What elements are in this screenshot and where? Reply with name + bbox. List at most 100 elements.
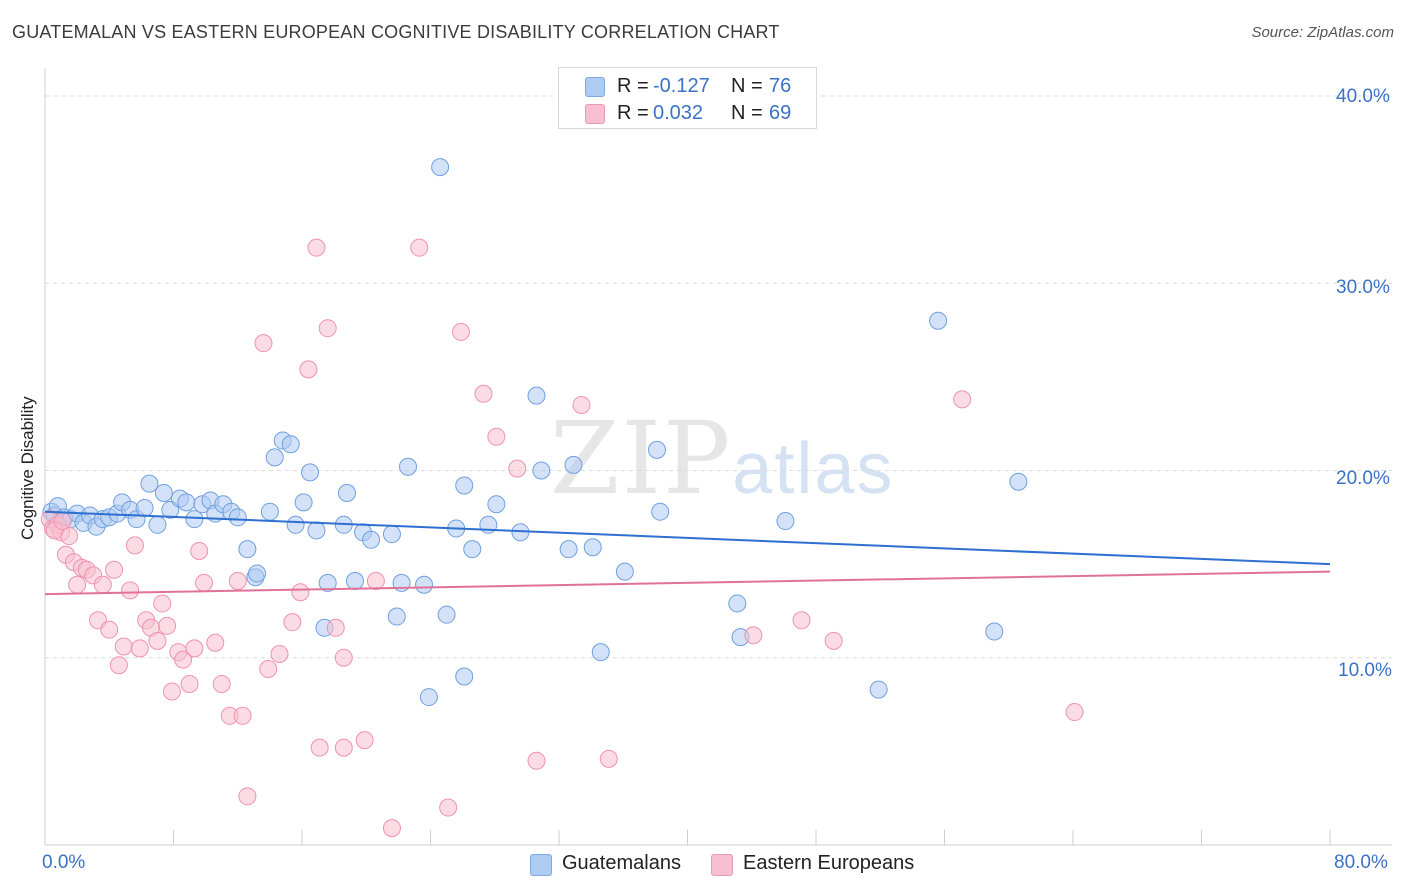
point-eastern-europeans <box>100 620 119 639</box>
legend-swatch-pink <box>585 104 605 124</box>
point-guatemalans <box>559 540 578 559</box>
point-eastern-europeans <box>291 583 310 602</box>
point-guatemalans <box>140 474 159 493</box>
point-guatemalans <box>1009 472 1028 491</box>
point-guatemalans <box>228 508 247 527</box>
point-guatemalans <box>362 530 381 549</box>
point-guatemalans <box>455 667 474 686</box>
point-eastern-europeans <box>310 738 329 757</box>
point-eastern-europeans <box>355 731 374 750</box>
point-guatemalans <box>382 525 401 544</box>
axes <box>44 68 1392 846</box>
point-eastern-europeans <box>334 738 353 757</box>
point-eastern-europeans <box>474 384 493 403</box>
point-eastern-europeans <box>153 594 172 613</box>
point-guatemalans <box>148 515 167 534</box>
point-eastern-europeans <box>953 390 972 409</box>
point-eastern-europeans <box>109 656 128 675</box>
chart-title: GUATEMALAN VS EASTERN EUROPEAN COGNITIVE… <box>12 22 780 42</box>
point-guatemalans <box>301 463 320 482</box>
point-eastern-europeans <box>508 459 527 478</box>
point-guatemalans <box>527 386 546 405</box>
point-guatemalans <box>869 680 888 699</box>
legend-label: Eastern Europeans <box>743 852 915 874</box>
point-eastern-europeans <box>114 637 133 656</box>
point-eastern-europeans <box>238 787 257 806</box>
point-guatemalans <box>776 512 795 531</box>
point-eastern-europeans <box>1065 703 1084 722</box>
point-eastern-europeans <box>254 334 273 353</box>
y-axis-title: Cognitive Disability <box>18 396 37 540</box>
point-guatemalans <box>177 493 196 512</box>
point-eastern-europeans <box>93 575 112 594</box>
point-guatemalans <box>487 495 506 514</box>
point-eastern-europeans <box>299 360 318 379</box>
point-guatemalans <box>318 573 337 592</box>
legend-r-value: 0.032 <box>653 102 704 124</box>
trend-line-eastern-europeans <box>44 570 1331 596</box>
point-eastern-europeans <box>270 645 289 664</box>
point-guatemalans <box>238 540 257 559</box>
point-guatemalans <box>185 510 204 529</box>
point-guatemalans <box>415 575 434 594</box>
point-guatemalans <box>583 538 602 557</box>
point-guatemalans <box>286 515 305 534</box>
point-eastern-europeans <box>180 674 199 693</box>
point-guatemalans <box>463 540 482 559</box>
point-eastern-europeans <box>307 238 326 257</box>
legend-r-label: R = <box>617 102 649 124</box>
point-guatemalans <box>431 158 450 177</box>
y-tick-10: 10.0% <box>1338 660 1392 681</box>
point-eastern-europeans <box>599 749 618 768</box>
point-eastern-europeans <box>121 581 140 600</box>
x-tick-min: 0.0% <box>42 852 86 873</box>
source-label: Source: ZipAtlas.com <box>1251 24 1394 41</box>
legend-n-label: N = <box>731 75 763 97</box>
point-eastern-europeans <box>195 573 214 592</box>
point-guatemalans <box>346 571 365 590</box>
watermark: ZIPatlas <box>550 400 894 517</box>
legend-n-label: N = <box>731 102 763 124</box>
point-guatemalans <box>929 311 948 330</box>
point-eastern-europeans <box>439 798 458 817</box>
point-eastern-europeans <box>206 633 225 652</box>
point-eastern-europeans <box>366 571 385 590</box>
y-tick-20: 20.0% <box>1336 468 1390 489</box>
point-eastern-europeans <box>334 648 353 667</box>
point-eastern-europeans <box>162 682 181 701</box>
point-eastern-europeans <box>68 575 87 594</box>
legend-swatch-pink <box>711 854 733 876</box>
point-guatemalans <box>591 643 610 662</box>
point-guatemalans <box>260 502 279 521</box>
point-guatemalans <box>387 607 406 626</box>
point-eastern-europeans <box>452 322 471 341</box>
legend-r-value: -0.127 <box>653 75 710 97</box>
point-guatemalans <box>307 521 326 540</box>
legend-label: Guatemalans <box>562 852 681 874</box>
point-eastern-europeans <box>824 631 843 650</box>
point-guatemalans <box>248 564 267 583</box>
point-guatemalans <box>647 440 666 459</box>
point-eastern-europeans <box>148 631 167 650</box>
point-guatemalans <box>615 562 634 581</box>
point-eastern-europeans <box>212 674 231 693</box>
point-eastern-europeans <box>233 706 252 725</box>
point-eastern-europeans <box>283 613 302 632</box>
point-guatemalans <box>651 502 670 521</box>
point-guatemalans <box>337 483 356 502</box>
point-eastern-europeans <box>190 542 209 561</box>
point-eastern-europeans <box>527 751 546 770</box>
point-eastern-europeans <box>318 319 337 338</box>
point-eastern-europeans <box>228 571 247 590</box>
point-eastern-europeans <box>174 650 193 669</box>
point-eastern-europeans <box>259 659 278 678</box>
legend-swatch-blue <box>530 854 552 876</box>
watermark-zip: ZIP <box>550 400 733 517</box>
point-eastern-europeans <box>105 560 124 579</box>
legend-n-value: 69 <box>769 102 792 124</box>
point-guatemalans <box>728 594 747 613</box>
point-eastern-europeans <box>185 639 204 658</box>
point-eastern-europeans <box>53 512 72 531</box>
point-eastern-europeans <box>382 819 401 838</box>
